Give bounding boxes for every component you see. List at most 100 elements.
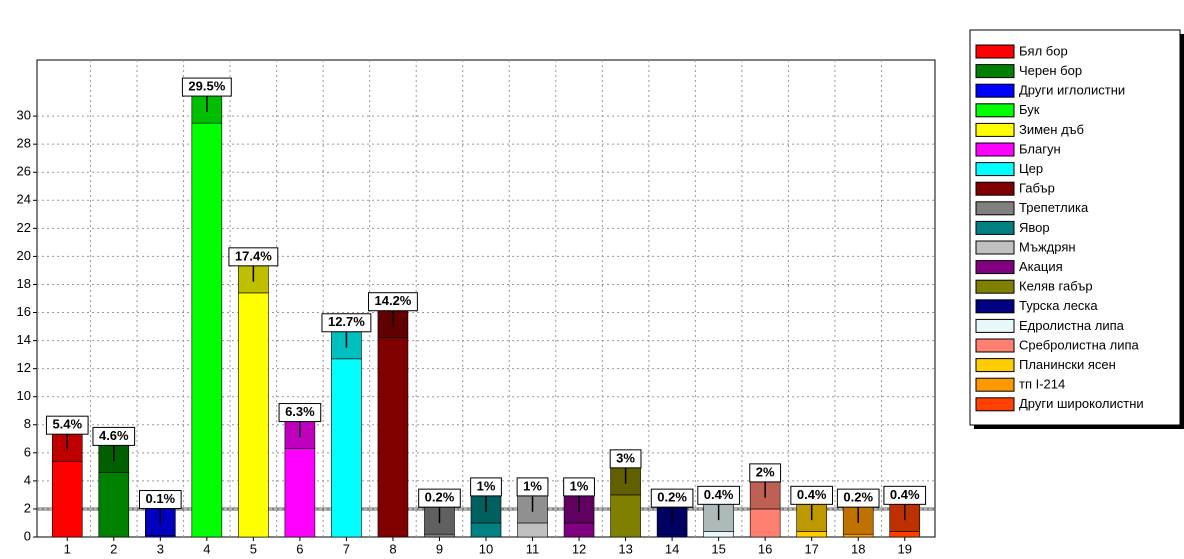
bar bbox=[610, 494, 641, 538]
value-label-box bbox=[650, 488, 694, 508]
value-label-box bbox=[609, 449, 642, 469]
legend-label: Едролистна липа bbox=[1019, 318, 1125, 333]
value-label: 6.3% bbox=[285, 404, 315, 419]
value-label: 17.4% bbox=[235, 248, 272, 263]
legend-swatch bbox=[975, 83, 1015, 98]
legend-label: Благун bbox=[1019, 141, 1061, 156]
legend-swatch bbox=[975, 338, 1015, 353]
bar bbox=[470, 522, 502, 538]
bar bbox=[703, 531, 734, 538]
y-tick-label: 28 bbox=[17, 136, 31, 151]
legend-swatch bbox=[975, 44, 1015, 59]
bar bbox=[796, 531, 827, 538]
bar bbox=[889, 531, 921, 538]
value-label: 14.2% bbox=[375, 293, 412, 308]
bar bbox=[191, 122, 223, 538]
bar bbox=[238, 292, 269, 538]
value-label-box bbox=[697, 485, 740, 505]
value-label-box bbox=[516, 477, 549, 497]
value-label-box bbox=[181, 77, 232, 97]
legend-swatch bbox=[975, 122, 1015, 137]
legend-label: Черен бор bbox=[1019, 63, 1082, 78]
x-tick-label: 14 bbox=[665, 541, 679, 556]
bar bbox=[284, 448, 316, 538]
legend-swatch bbox=[975, 162, 1015, 177]
x-tick-label: 2 bbox=[110, 541, 117, 556]
value-label: 29.5% bbox=[188, 79, 225, 94]
legend-swatch bbox=[975, 201, 1015, 216]
value-label-box bbox=[278, 403, 322, 423]
legend-label: Келяв габър bbox=[1019, 279, 1093, 294]
legend-label: Планински ясен bbox=[1019, 357, 1116, 372]
y-tick-label: 4 bbox=[24, 472, 31, 487]
value-label: 0.2% bbox=[657, 490, 687, 505]
legend-label: Бук bbox=[1019, 102, 1040, 117]
legend-label: Зимен дъб bbox=[1019, 122, 1084, 137]
value-label-box bbox=[45, 415, 89, 435]
x-tick-label: 6 bbox=[296, 541, 303, 556]
x-tick-label: 12 bbox=[572, 541, 586, 556]
y-tick-label: 30 bbox=[17, 108, 31, 123]
legend-swatch bbox=[975, 397, 1015, 412]
x-tick-label: 17 bbox=[804, 541, 818, 556]
value-label-box bbox=[368, 292, 418, 312]
value-label-box bbox=[228, 247, 279, 267]
x-tick-label: 10 bbox=[479, 541, 493, 556]
legend-swatch bbox=[975, 358, 1015, 373]
x-tick-label: 13 bbox=[618, 541, 632, 556]
x-tick-label: 4 bbox=[203, 541, 210, 556]
value-label-box bbox=[563, 477, 595, 497]
value-label-box bbox=[790, 485, 834, 505]
legend-label: Мъждрян bbox=[1019, 239, 1076, 254]
x-tick-label: 11 bbox=[526, 541, 540, 556]
legend-swatch bbox=[975, 377, 1015, 392]
bar bbox=[98, 472, 130, 538]
value-label: 0.4% bbox=[704, 487, 734, 502]
legend-swatch bbox=[975, 240, 1015, 255]
legend-label: Бял бор bbox=[1019, 43, 1068, 58]
y-tick-label: 20 bbox=[17, 248, 31, 263]
x-tick-label: 8 bbox=[389, 541, 396, 556]
value-label: 0.2% bbox=[425, 490, 455, 505]
legend-swatch bbox=[975, 220, 1015, 235]
x-tick-label: 16 bbox=[758, 541, 772, 556]
y-tick-label: 18 bbox=[17, 276, 31, 291]
y-tick-label: 26 bbox=[17, 164, 31, 179]
legend-label: Габър bbox=[1019, 181, 1055, 196]
x-tick-label: 18 bbox=[851, 541, 865, 556]
x-tick-label: 5 bbox=[250, 541, 257, 556]
y-tick-label: 24 bbox=[17, 192, 31, 207]
x-tick-label: 19 bbox=[898, 541, 912, 556]
y-tick-label: 14 bbox=[17, 332, 31, 347]
value-label: 4.6% bbox=[99, 428, 129, 443]
value-label: 0.4% bbox=[797, 487, 827, 502]
bar bbox=[563, 522, 595, 538]
bar bbox=[656, 533, 688, 538]
legend-swatch bbox=[975, 142, 1015, 157]
bar bbox=[424, 533, 455, 538]
legend-label: Турска леска bbox=[1019, 298, 1098, 313]
value-label: 0.1% bbox=[145, 491, 175, 506]
value-label: 0.2% bbox=[843, 490, 873, 505]
value-label: 0.4% bbox=[890, 487, 920, 502]
y-tick-label: 10 bbox=[17, 388, 31, 403]
value-label-box bbox=[883, 485, 927, 505]
value-label: 12.7% bbox=[328, 314, 365, 329]
legend-swatch bbox=[975, 279, 1015, 294]
legend-label: Цер bbox=[1019, 161, 1043, 176]
x-tick-label: 3 bbox=[157, 541, 164, 556]
value-label-box bbox=[836, 488, 880, 508]
bar bbox=[749, 508, 781, 538]
legend-label: Други иглолистни bbox=[1019, 83, 1125, 98]
value-label-box bbox=[138, 490, 182, 510]
bar bbox=[51, 460, 83, 538]
bar bbox=[517, 522, 548, 538]
value-label-box bbox=[418, 488, 461, 508]
legend-swatch bbox=[975, 260, 1015, 275]
plot-frame bbox=[36, 59, 936, 538]
value-label: 2% bbox=[756, 464, 775, 479]
legend-label: Акация bbox=[1019, 259, 1063, 274]
y-tick-label: 0 bbox=[24, 528, 31, 543]
value-label: 3% bbox=[616, 450, 635, 465]
bar bbox=[331, 358, 362, 538]
